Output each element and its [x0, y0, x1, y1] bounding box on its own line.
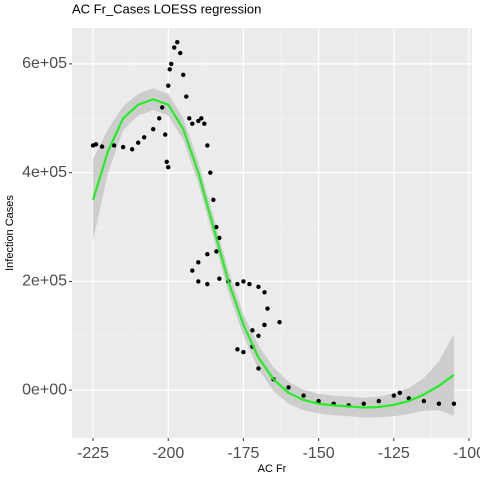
point [163, 132, 168, 137]
point [205, 252, 210, 257]
x-tick-label: -100 [453, 445, 480, 462]
point [164, 159, 169, 164]
point [184, 94, 189, 99]
x-tick-label: -150 [303, 445, 335, 462]
point [93, 142, 99, 147]
point [214, 249, 219, 254]
point [196, 260, 201, 265]
point [196, 118, 201, 124]
point [250, 328, 255, 333]
point [256, 366, 261, 371]
point [247, 281, 252, 287]
point [172, 45, 177, 50]
y-tick-label: 2e+05 [22, 273, 67, 290]
point [235, 281, 240, 287]
point [256, 333, 261, 338]
x-tick-label: -200 [152, 445, 184, 462]
point [111, 143, 117, 148]
point [397, 390, 403, 396]
point [169, 61, 174, 67]
point [190, 121, 195, 126]
point [214, 224, 219, 230]
point [301, 393, 306, 398]
point [286, 385, 291, 390]
point [241, 279, 246, 284]
point [391, 393, 397, 398]
point [166, 83, 171, 88]
point [190, 268, 195, 273]
y-axis-title: Infection Cases [4, 195, 16, 271]
point [376, 398, 381, 404]
point [256, 284, 261, 290]
point [211, 197, 216, 203]
point [217, 276, 222, 281]
point [175, 39, 180, 45]
point [265, 306, 270, 311]
point [167, 67, 172, 72]
point [316, 398, 321, 404]
point [120, 144, 126, 150]
point [166, 165, 171, 170]
point [451, 401, 457, 406]
point [205, 143, 210, 148]
x-tick-label: -125 [378, 445, 410, 462]
point [217, 235, 222, 241]
point [99, 144, 105, 149]
chart-title: AC Fr_Cases LOESS regression [72, 1, 261, 16]
point [196, 279, 201, 284]
x-tick-label: -175 [227, 445, 259, 462]
point [235, 347, 240, 352]
point [157, 116, 162, 121]
point [129, 147, 135, 152]
point [178, 50, 183, 56]
point [135, 140, 141, 145]
point [421, 398, 427, 404]
loess-line [92, 98, 455, 409]
y-tick-label: 6e+05 [22, 55, 67, 72]
point [181, 72, 186, 77]
point [141, 135, 147, 140]
point [208, 170, 213, 175]
point [202, 121, 207, 126]
point [160, 105, 165, 110]
y-tick-label: 0e+00 [22, 381, 67, 398]
x-axis-title: AC Fr [258, 463, 287, 475]
point [199, 116, 204, 121]
point [436, 401, 442, 406]
point [187, 116, 192, 121]
point [151, 126, 156, 132]
point [205, 281, 210, 287]
point [361, 401, 366, 406]
x-tick-label: -225 [77, 445, 109, 462]
confidence-band [93, 88, 454, 418]
point [277, 319, 282, 325]
y-tick-label: 4e+05 [22, 164, 67, 181]
point [241, 349, 246, 355]
point [262, 322, 267, 328]
point [262, 290, 267, 295]
